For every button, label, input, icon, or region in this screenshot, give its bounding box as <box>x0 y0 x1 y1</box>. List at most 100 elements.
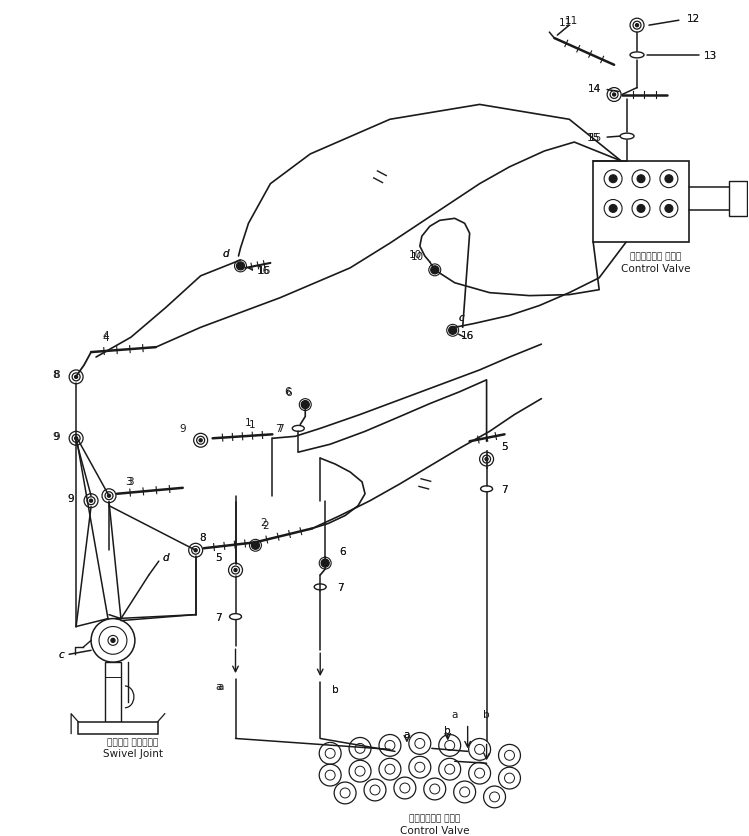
Text: 15: 15 <box>589 133 601 143</box>
Text: 3: 3 <box>127 477 134 487</box>
Text: 8: 8 <box>199 533 206 543</box>
Text: 11: 11 <box>559 18 572 28</box>
Text: コントロール バルブ: コントロール バルブ <box>409 813 461 823</box>
Text: 9: 9 <box>68 493 74 503</box>
Text: 7: 7 <box>501 484 508 494</box>
Text: 3: 3 <box>126 477 133 487</box>
Circle shape <box>636 24 638 28</box>
Text: c: c <box>459 313 464 323</box>
Text: c: c <box>58 650 64 660</box>
Text: 8: 8 <box>53 370 59 380</box>
Text: 5: 5 <box>215 553 222 563</box>
Circle shape <box>75 376 78 379</box>
Text: a: a <box>452 709 458 719</box>
Text: d: d <box>163 553 169 563</box>
Text: 5: 5 <box>501 441 508 451</box>
Circle shape <box>637 205 645 213</box>
Text: a: a <box>216 681 222 691</box>
Text: b: b <box>332 684 339 694</box>
Circle shape <box>449 327 457 335</box>
Circle shape <box>199 439 202 442</box>
Text: b: b <box>483 709 490 719</box>
Bar <box>593 161 689 242</box>
Text: スイベル ジョイント: スイベル ジョイント <box>107 737 159 746</box>
Circle shape <box>234 568 237 572</box>
Text: b: b <box>332 684 339 694</box>
Text: Swivel Joint: Swivel Joint <box>103 748 163 758</box>
Circle shape <box>321 559 329 568</box>
Text: 7: 7 <box>337 582 344 592</box>
Text: 6: 6 <box>339 547 345 557</box>
Text: d: d <box>222 249 229 258</box>
Text: a: a <box>404 729 410 739</box>
Circle shape <box>609 205 617 213</box>
Circle shape <box>485 458 488 461</box>
Text: 13: 13 <box>704 51 718 61</box>
Text: 11: 11 <box>565 16 578 26</box>
Circle shape <box>637 176 645 183</box>
Text: 10: 10 <box>409 250 422 260</box>
Text: 5: 5 <box>215 553 222 563</box>
Circle shape <box>431 267 439 274</box>
Text: 2: 2 <box>260 517 267 528</box>
Text: 4: 4 <box>103 331 109 341</box>
Text: a: a <box>217 681 224 691</box>
Text: c: c <box>459 313 464 323</box>
Circle shape <box>111 639 115 643</box>
Text: 7: 7 <box>275 424 282 434</box>
Text: Control Valve: Control Valve <box>400 824 470 834</box>
Text: 14: 14 <box>587 84 601 94</box>
Text: 7: 7 <box>501 484 508 494</box>
Text: b: b <box>444 725 451 735</box>
Text: コントロール バルブ: コントロール バルブ <box>631 252 682 261</box>
Text: 6: 6 <box>285 387 291 397</box>
Text: 6: 6 <box>284 386 291 396</box>
Text: d: d <box>222 249 229 258</box>
Text: 16: 16 <box>461 331 474 341</box>
Bar <box>78 721 158 734</box>
Text: 15: 15 <box>586 133 600 143</box>
Text: 8: 8 <box>199 533 206 543</box>
Text: 1: 1 <box>245 418 252 428</box>
Text: 5: 5 <box>501 441 508 451</box>
Text: 9: 9 <box>180 424 186 434</box>
Circle shape <box>194 549 197 552</box>
Text: 1: 1 <box>249 420 255 430</box>
Circle shape <box>75 437 78 441</box>
Text: 16: 16 <box>461 331 474 341</box>
Text: 4: 4 <box>103 333 109 343</box>
Text: 9: 9 <box>68 493 74 503</box>
Text: 16: 16 <box>257 266 270 276</box>
Text: 16: 16 <box>258 266 271 276</box>
Text: 6: 6 <box>339 547 345 557</box>
Text: 13: 13 <box>704 51 718 61</box>
Bar <box>729 181 747 217</box>
Text: 12: 12 <box>687 14 700 24</box>
Bar <box>105 662 121 721</box>
Text: 7: 7 <box>277 424 284 434</box>
Text: a: a <box>404 729 410 739</box>
Circle shape <box>613 94 616 97</box>
Circle shape <box>237 263 244 271</box>
Text: c: c <box>58 650 64 660</box>
Text: 9: 9 <box>53 431 59 441</box>
Text: Control Valve: Control Valve <box>621 263 691 273</box>
Text: 14: 14 <box>587 84 601 94</box>
Text: 10: 10 <box>411 252 425 262</box>
Circle shape <box>90 500 93 502</box>
Text: 8: 8 <box>52 370 58 380</box>
Text: 2: 2 <box>262 521 269 531</box>
Circle shape <box>301 401 309 409</box>
Circle shape <box>665 205 673 213</box>
Circle shape <box>665 176 673 183</box>
Circle shape <box>108 495 111 497</box>
Text: d: d <box>163 553 169 563</box>
Text: b: b <box>444 725 451 735</box>
Text: 12: 12 <box>687 14 700 24</box>
Text: 7: 7 <box>337 582 344 592</box>
Text: 7: 7 <box>215 612 222 622</box>
Text: 7: 7 <box>215 612 222 622</box>
Circle shape <box>252 542 259 549</box>
Circle shape <box>609 176 617 183</box>
Text: 9: 9 <box>54 431 61 441</box>
